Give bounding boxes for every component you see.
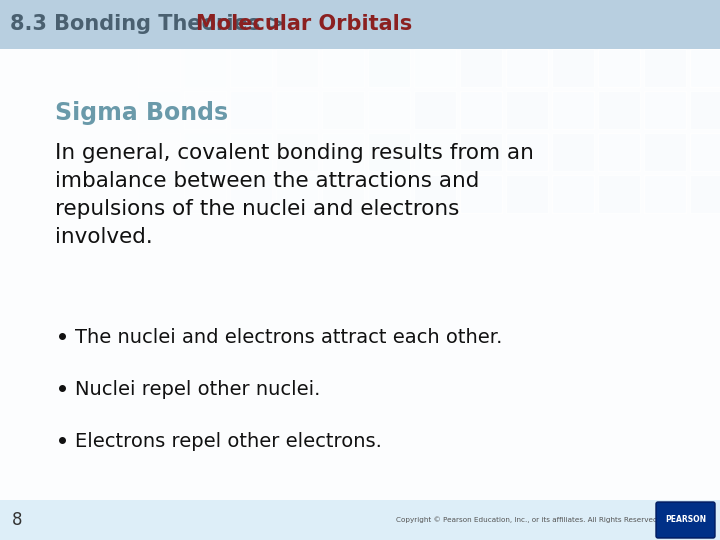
Bar [644, 175, 686, 213]
Bar [0, 500, 720, 540]
Bar [184, 175, 226, 213]
Bar [598, 91, 640, 129]
Text: PEARSON: PEARSON [665, 516, 706, 524]
Text: In general, covalent bonding results from an
imbalance between the attractions a: In general, covalent bonding results fro… [55, 143, 534, 247]
Text: 8: 8 [12, 511, 22, 529]
Bar [322, 49, 364, 87]
Bar [276, 133, 318, 171]
Bar [690, 49, 720, 87]
Bar [368, 91, 410, 129]
Text: 8.3 Bonding Theories >: 8.3 Bonding Theories > [10, 15, 292, 35]
Bar [460, 49, 502, 87]
Bar [138, 175, 180, 213]
Bar [276, 91, 318, 129]
Text: Copyright © Pearson Education, Inc., or its affiliates. All Rights Reserved.: Copyright © Pearson Education, Inc., or … [396, 517, 660, 523]
Text: Electrons repel other electrons.: Electrons repel other electrons. [75, 432, 382, 451]
Bar [644, 49, 686, 87]
Bar [0, 0, 720, 49]
Bar [92, 133, 134, 171]
Bar [552, 133, 594, 171]
Bar [0, 49, 720, 500]
Bar [230, 175, 272, 213]
Bar [92, 49, 134, 87]
Bar [644, 91, 686, 129]
Text: The nuclei and electrons attract each other.: The nuclei and electrons attract each ot… [75, 328, 503, 347]
Bar [690, 91, 720, 129]
Bar [414, 175, 456, 213]
Bar [414, 133, 456, 171]
Bar [276, 175, 318, 213]
Bar [552, 175, 594, 213]
Bar [138, 133, 180, 171]
Bar [138, 91, 180, 129]
FancyBboxPatch shape [656, 502, 715, 538]
Bar [644, 133, 686, 171]
Bar [598, 133, 640, 171]
Bar [690, 133, 720, 171]
Text: Nuclei repel other nuclei.: Nuclei repel other nuclei. [75, 380, 320, 399]
Bar [552, 49, 594, 87]
Bar [184, 49, 226, 87]
Bar [414, 49, 456, 87]
Bar [506, 49, 548, 87]
Bar [92, 91, 134, 129]
Bar [230, 49, 272, 87]
Bar [414, 91, 456, 129]
Bar [46, 133, 88, 171]
Text: Molecular Orbitals: Molecular Orbitals [197, 15, 413, 35]
Bar [230, 91, 272, 129]
Text: Sigma Bonds: Sigma Bonds [55, 101, 228, 125]
Bar [460, 91, 502, 129]
Bar [138, 49, 180, 87]
Bar [46, 91, 88, 129]
Bar [368, 49, 410, 87]
Bar [506, 91, 548, 129]
Bar [322, 175, 364, 213]
Bar [506, 133, 548, 171]
Bar [460, 133, 502, 171]
Bar [598, 49, 640, 87]
Bar [368, 133, 410, 171]
Bar [92, 175, 134, 213]
Bar [598, 175, 640, 213]
Bar [46, 175, 88, 213]
Bar [460, 175, 502, 213]
Bar [552, 91, 594, 129]
Bar [322, 133, 364, 171]
Bar [184, 133, 226, 171]
Bar [184, 91, 226, 129]
Bar [230, 133, 272, 171]
Bar [46, 49, 88, 87]
Bar [506, 175, 548, 213]
Bar [276, 49, 318, 87]
Bar [690, 175, 720, 213]
Bar [322, 91, 364, 129]
Bar [368, 175, 410, 213]
